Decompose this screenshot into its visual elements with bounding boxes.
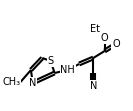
Text: S: S <box>48 56 54 66</box>
Text: NH: NH <box>60 65 75 75</box>
Text: N: N <box>29 78 36 88</box>
Text: Et: Et <box>90 24 100 34</box>
Text: CH₃: CH₃ <box>2 77 20 87</box>
Text: O: O <box>101 33 108 43</box>
Text: N: N <box>90 81 97 91</box>
Text: O: O <box>112 39 120 49</box>
